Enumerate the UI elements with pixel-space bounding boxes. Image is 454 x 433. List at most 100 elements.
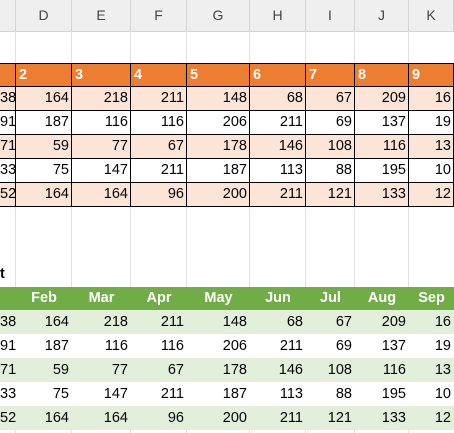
table1-data-cell[interactable]: 148 <box>187 87 250 111</box>
table2-data-cell[interactable]: 67 <box>131 358 187 382</box>
table1-data-cell[interactable]: 91 <box>0 111 16 135</box>
table2-data-cell[interactable]: 33 <box>0 382 16 406</box>
table2-data-cell[interactable]: 71 <box>0 358 16 382</box>
table2-header-cell[interactable]: Jul <box>306 287 355 310</box>
table2-data-cell[interactable]: 133 <box>355 406 409 430</box>
table2-data-cell[interactable]: 148 <box>187 310 250 334</box>
table1-data-cell[interactable]: 164 <box>72 183 131 207</box>
table1-data-cell[interactable]: 52 <box>0 183 16 207</box>
table1-data-cell[interactable]: 164 <box>16 183 72 207</box>
column-header-f[interactable]: F <box>131 0 187 31</box>
table2-data-cell[interactable]: 146 <box>250 358 306 382</box>
table1-data-cell[interactable]: 67 <box>131 135 187 159</box>
table2-data-cell[interactable]: 67 <box>306 310 355 334</box>
table2-data-cell[interactable]: 187 <box>187 382 250 406</box>
table1-data-cell[interactable]: 88 <box>306 159 355 183</box>
table2-data-cell[interactable]: 209 <box>355 310 409 334</box>
table2-data-cell[interactable]: 91 <box>0 334 16 358</box>
table1-header-cell[interactable]: 5 <box>187 63 250 87</box>
table1-data-cell[interactable]: 71 <box>0 135 16 159</box>
table1-data-cell[interactable]: 187 <box>16 111 72 135</box>
table2-data-cell[interactable]: 218 <box>72 310 131 334</box>
column-header-k[interactable]: K <box>409 0 454 31</box>
table2-data-cell[interactable]: 116 <box>72 334 131 358</box>
table2-data-cell[interactable]: 19 <box>409 334 454 358</box>
table2-header-cell[interactable]: Sep <box>409 287 454 310</box>
table1-data-cell[interactable]: 67 <box>306 87 355 111</box>
table1-data-cell[interactable]: 211 <box>131 87 187 111</box>
table2-data-cell[interactable]: 16 <box>409 310 454 334</box>
table2-header-cell[interactable]: Feb <box>16 287 72 310</box>
table1-data-cell[interactable]: 13 <box>409 135 454 159</box>
table2-data-cell[interactable]: 59 <box>16 358 72 382</box>
table1-data-cell[interactable]: 116 <box>72 111 131 135</box>
table1-data-cell[interactable]: 38 <box>0 87 16 111</box>
table2-data-cell[interactable]: 137 <box>355 334 409 358</box>
table2-data-cell[interactable]: 52 <box>0 406 16 430</box>
table1-data-cell[interactable]: 146 <box>250 135 306 159</box>
table2-data-cell[interactable]: 211 <box>250 334 306 358</box>
table1-data-cell[interactable]: 75 <box>16 159 72 183</box>
table1-data-cell[interactable]: 200 <box>187 183 250 207</box>
table1-header-cell[interactable]: 8 <box>355 63 409 87</box>
table2-data-cell[interactable]: 121 <box>306 406 355 430</box>
column-header-i[interactable]: I <box>306 0 355 31</box>
table1-data-cell[interactable]: 206 <box>187 111 250 135</box>
table1-data-cell[interactable]: 96 <box>131 183 187 207</box>
column-header-d[interactable]: D <box>16 0 72 31</box>
table1-data-cell[interactable]: 116 <box>131 111 187 135</box>
table1-data-cell[interactable]: 195 <box>355 159 409 183</box>
table2-data-cell[interactable]: 75 <box>16 382 72 406</box>
table2-data-cell[interactable]: 195 <box>355 382 409 406</box>
table2-data-cell[interactable]: 147 <box>72 382 131 406</box>
table2-data-cell[interactable]: 38 <box>0 310 16 334</box>
table1-data-cell[interactable]: 113 <box>250 159 306 183</box>
column-header-partial[interactable] <box>0 0 16 31</box>
table1-data-cell[interactable]: 59 <box>16 135 72 159</box>
table2-data-cell[interactable]: 187 <box>16 334 72 358</box>
table2-data-cell[interactable]: 211 <box>131 382 187 406</box>
table2-data-cell[interactable]: 69 <box>306 334 355 358</box>
table1-header-cell[interactable]: 4 <box>131 63 187 87</box>
table1-header-cell[interactable]: 6 <box>250 63 306 87</box>
column-header-h[interactable]: H <box>250 0 306 31</box>
table2-data-cell[interactable]: 77 <box>72 358 131 382</box>
table1-data-cell[interactable]: 133 <box>355 183 409 207</box>
table1-data-cell[interactable]: 77 <box>72 135 131 159</box>
table1-data-cell[interactable]: 211 <box>131 159 187 183</box>
table1-data-cell[interactable]: 137 <box>355 111 409 135</box>
table2-data-cell[interactable]: 164 <box>72 406 131 430</box>
table1-data-cell[interactable]: 147 <box>72 159 131 183</box>
table1-data-cell[interactable]: 121 <box>306 183 355 207</box>
table2-header-cell[interactable]: Apr <box>131 287 187 310</box>
table1-data-cell[interactable]: 108 <box>306 135 355 159</box>
table2-data-cell[interactable]: 178 <box>187 358 250 382</box>
table2-title-cell[interactable]: t <box>0 266 5 282</box>
table1-header-cell[interactable] <box>0 63 16 87</box>
table2-data-cell[interactable]: 113 <box>250 382 306 406</box>
table1-data-cell[interactable]: 12 <box>409 183 454 207</box>
table2-data-cell[interactable]: 88 <box>306 382 355 406</box>
table2-header-cell[interactable]: Aug <box>355 287 409 310</box>
table2-data-cell[interactable]: 96 <box>131 406 187 430</box>
table1-data-cell[interactable]: 187 <box>187 159 250 183</box>
table2-data-cell[interactable]: 10 <box>409 382 454 406</box>
table2-data-cell[interactable]: 116 <box>355 358 409 382</box>
table2-data-cell[interactable]: 68 <box>250 310 306 334</box>
table1-data-cell[interactable]: 69 <box>306 111 355 135</box>
table2-data-cell[interactable]: 116 <box>131 334 187 358</box>
table1-data-cell[interactable]: 33 <box>0 159 16 183</box>
table1-data-cell[interactable]: 16 <box>409 87 454 111</box>
table2-header-cell[interactable]: Jun <box>250 287 306 310</box>
column-header-g[interactable]: G <box>187 0 250 31</box>
table2-data-cell[interactable]: 200 <box>187 406 250 430</box>
table1-data-cell[interactable]: 211 <box>250 111 306 135</box>
table1-data-cell[interactable]: 10 <box>409 159 454 183</box>
table2-data-cell[interactable]: 206 <box>187 334 250 358</box>
table2-data-cell[interactable]: 12 <box>409 406 454 430</box>
table2-header-cell[interactable]: May <box>187 287 250 310</box>
table1-header-cell[interactable]: 3 <box>72 63 131 87</box>
table2-data-cell[interactable]: 211 <box>250 406 306 430</box>
table1-header-cell[interactable]: 2 <box>16 63 72 87</box>
table2-data-cell[interactable]: 164 <box>16 310 72 334</box>
